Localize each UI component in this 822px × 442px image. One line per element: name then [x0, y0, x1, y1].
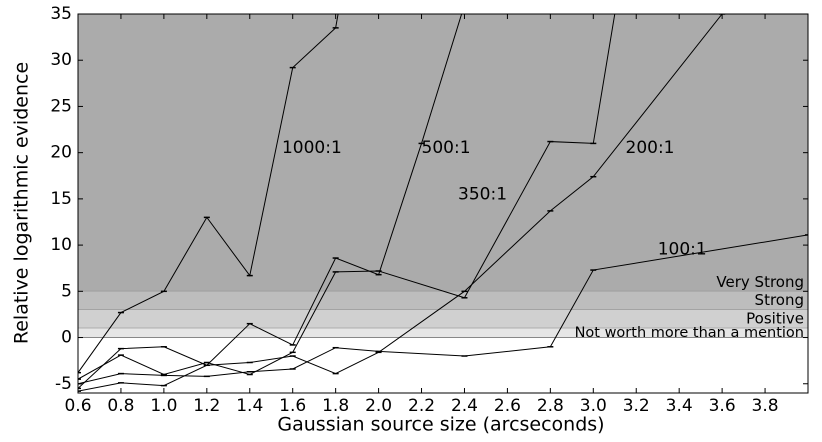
lines: [78, 14, 808, 392]
x-axis-label: Gaussian source size (arcseconds): [277, 414, 604, 436]
series-line: [78, 234, 808, 385]
series-line: [78, 14, 463, 389]
x-tick-label: 1.8: [322, 396, 349, 416]
x-tick-label: 0.8: [107, 396, 134, 416]
series-label: 200:1: [626, 138, 675, 158]
y-tick-label: 10: [50, 235, 72, 255]
x-tick-label: 2.0: [365, 396, 392, 416]
series-line: [78, 14, 616, 380]
x-tick-label: 3.2: [623, 396, 650, 416]
band: [78, 14, 808, 292]
x-tick-label: 1.4: [236, 396, 263, 416]
band: [78, 291, 808, 310]
y-axis-label: Relative logarithmic evidence: [11, 62, 33, 344]
y-tick-label: -5: [55, 374, 72, 394]
x-tick-label: 3.8: [752, 396, 779, 416]
x-tick-label: 2.8: [537, 396, 564, 416]
y-tick-label: 0: [61, 328, 72, 348]
plot-frame: [77, 13, 809, 394]
series-label: 350:1: [458, 184, 507, 204]
x-tick-label: 1.2: [193, 396, 220, 416]
x-tick-label: 2.6: [494, 396, 521, 416]
band-label: Positive: [746, 310, 804, 328]
x-tick-label: 1.6: [279, 396, 306, 416]
x-tick-label: 3.6: [709, 396, 736, 416]
y-tick-label: 5: [61, 281, 72, 301]
y-tick-label: 15: [50, 189, 72, 209]
band: [78, 309, 808, 329]
x-tick-label: 2.2: [408, 396, 435, 416]
band-label: Very Strong: [716, 273, 804, 291]
series-label: 500:1: [422, 138, 471, 158]
series-line: [78, 14, 723, 392]
y-tick-label: 20: [50, 143, 72, 163]
band-label: Not worth more than a mention: [575, 325, 804, 341]
x-tick-label: 2.4: [451, 396, 478, 416]
series-line: [78, 14, 339, 373]
bands: [78, 14, 808, 339]
x-tick-label: 3.4: [666, 396, 693, 416]
series-label: 100:1: [658, 240, 707, 260]
series-label: 1000:1: [282, 138, 342, 158]
x-tick-label: 3.0: [580, 396, 607, 416]
band: [78, 328, 808, 338]
x-tick-label: 0.6: [64, 396, 91, 416]
y-tick-label: 30: [50, 50, 72, 70]
y-tick-label: 35: [50, 4, 72, 24]
band-label: Strong: [755, 291, 804, 309]
y-tick-label: 25: [50, 96, 72, 116]
x-tick-label: 1.0: [150, 396, 177, 416]
